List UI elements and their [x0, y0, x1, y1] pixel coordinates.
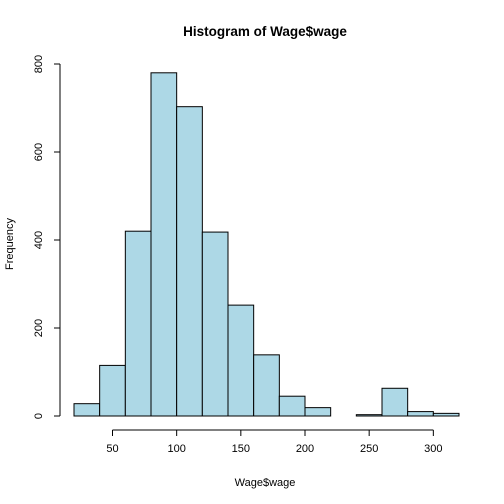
histogram-bar: [253, 354, 280, 417]
histogram-bar: [278, 395, 306, 417]
histogram-bar: [176, 106, 203, 417]
histogram-bar: [227, 304, 255, 417]
x-tick-label: 250: [360, 443, 378, 455]
histogram-bar: [407, 411, 434, 417]
y-axis-label: Frequency: [4, 218, 16, 270]
x-tick-label: 300: [424, 443, 442, 455]
histogram-bar: [124, 230, 152, 417]
x-tick-label: 150: [232, 443, 250, 455]
x-axis-label: Wage$wage: [235, 477, 296, 489]
x-tick-label: 100: [167, 443, 185, 455]
histogram-bars: [73, 72, 460, 417]
y-tick-label: 600: [33, 143, 45, 161]
histogram-bar: [432, 412, 460, 417]
y-tick-label: 800: [33, 55, 45, 73]
x-axis: 50 100 150 200 250 300: [106, 429, 443, 455]
y-tick-label: 400: [33, 231, 45, 249]
y-tick-label: 200: [33, 319, 45, 337]
histogram-bar: [150, 72, 178, 417]
histogram-bar: [99, 364, 126, 417]
histogram-bar: [201, 231, 229, 417]
histogram-bar: [73, 403, 101, 417]
x-tick-label: 50: [106, 443, 118, 455]
x-tick-label: 200: [296, 443, 314, 455]
histogram-bar: [381, 387, 409, 417]
y-tick-label: 0: [33, 413, 45, 419]
histogram-bar: [355, 414, 383, 417]
histogram-bar: [304, 407, 332, 417]
chart-title: Histogram of Wage$wage: [183, 24, 347, 39]
y-axis: 0 200 400 600 800: [33, 55, 61, 419]
